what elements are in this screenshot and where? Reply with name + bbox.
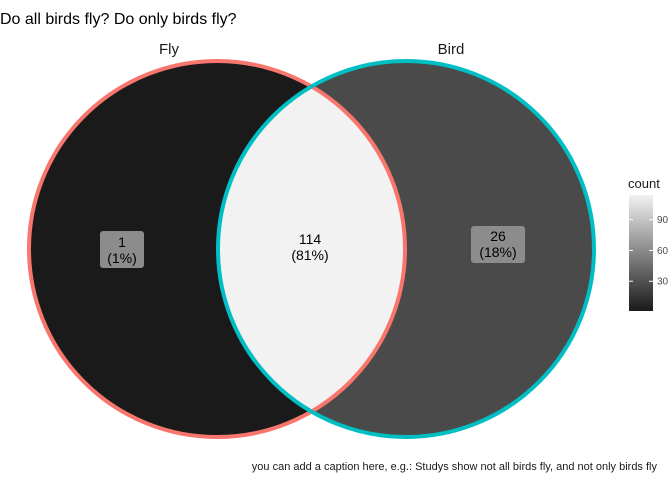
chart-title: Do all birds fly? Do only birds fly? xyxy=(0,11,237,28)
legend-tick-label-90: 90 xyxy=(657,215,669,226)
legend-tick-label-60: 60 xyxy=(657,246,669,257)
region-percent-fly-only: (1%) xyxy=(107,250,137,266)
legend-tick-label-30: 30 xyxy=(657,277,669,288)
set-bird-outline xyxy=(216,59,596,439)
set-label-fly: Fly xyxy=(159,41,179,58)
legend-title: count xyxy=(628,176,660,191)
region-percent-both: (81%) xyxy=(291,247,328,263)
region-count-fly-only: 1 xyxy=(118,234,126,250)
set-label-bird: Bird xyxy=(438,41,465,58)
region-label-box-both xyxy=(282,231,339,268)
legend-colorbar xyxy=(629,195,653,311)
set-fly-outline xyxy=(27,59,407,439)
region-label-box-bird-only xyxy=(471,226,525,263)
region-count-both: 114 xyxy=(299,231,322,247)
region-fly-and-bird xyxy=(218,61,405,437)
legend-ticks: 30 60 90 xyxy=(629,215,669,288)
region-label-box-fly-only xyxy=(100,231,144,268)
region-count-bird-only: 26 xyxy=(490,228,506,244)
region-percent-bird-only: (18%) xyxy=(479,244,516,260)
chart-caption: you can add a caption here, e.g.: Studys… xyxy=(252,461,658,473)
